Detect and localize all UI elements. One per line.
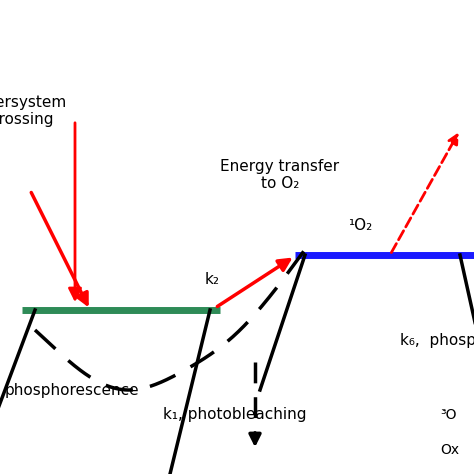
Text: ¹O₂: ¹O₂ [348,218,372,233]
Text: k₁, photobleaching: k₁, photobleaching [163,408,307,422]
Text: Ox: Ox [440,443,459,457]
Text: Energy transfer
to O₂: Energy transfer to O₂ [220,159,339,191]
Text: phosphorescence: phosphorescence [5,383,140,398]
Text: ³O: ³O [440,408,456,422]
Text: tersystem
crossing: tersystem crossing [0,95,67,128]
Text: k₂: k₂ [205,273,220,288]
Text: k₆,  phosp: k₆, phosp [400,332,474,347]
